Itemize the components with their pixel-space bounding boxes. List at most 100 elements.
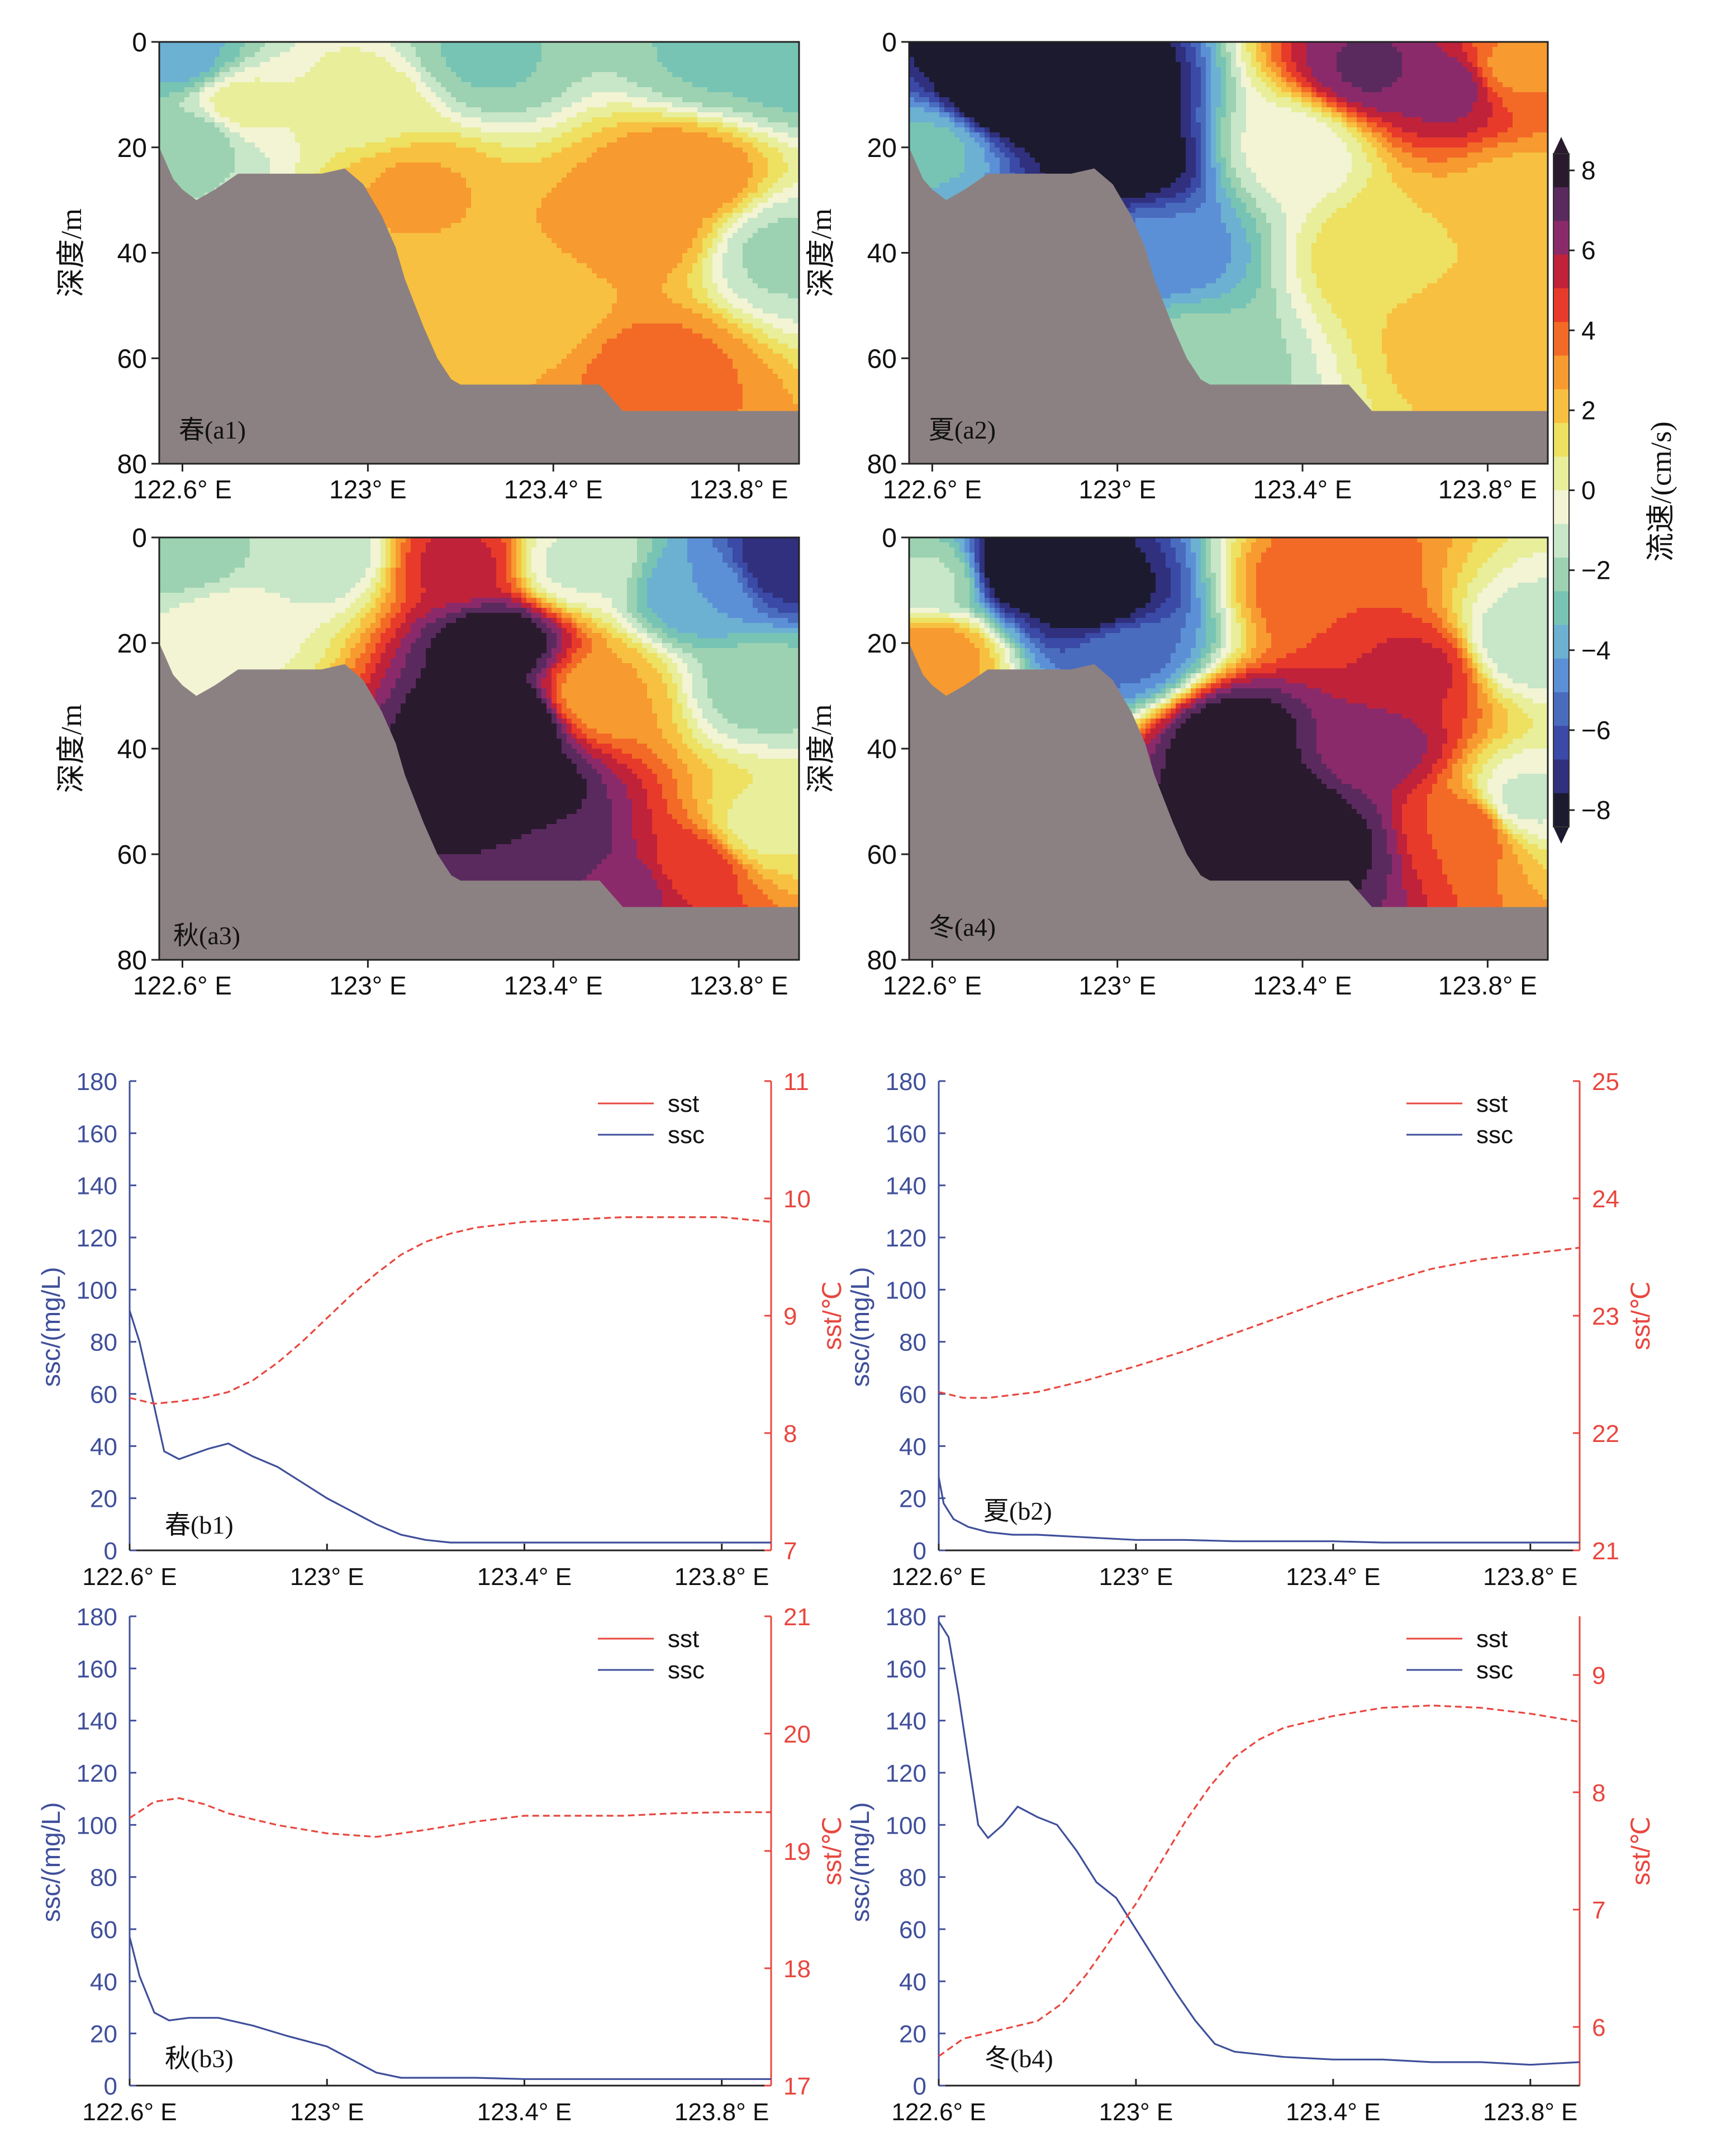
y-tick-label: 100 bbox=[886, 1812, 926, 1839]
y-tick-label: 0 bbox=[104, 1538, 117, 1565]
y2-tick-label: 18 bbox=[783, 1955, 811, 1983]
x-tick-label: 123° E bbox=[1078, 475, 1156, 504]
y-tick-label: 140 bbox=[886, 1708, 926, 1735]
y-tick-label: 60 bbox=[867, 344, 897, 374]
colorbar-bin bbox=[1553, 726, 1569, 760]
y-tick-label: 80 bbox=[117, 450, 147, 479]
panel-label: 夏(b2) bbox=[983, 1497, 1052, 1525]
y2-axis-label: sst/℃ bbox=[817, 1281, 847, 1350]
y-tick-label: 0 bbox=[104, 2073, 117, 2100]
x-tick-label: 123.4° E bbox=[1253, 475, 1352, 504]
x-tick-label: 123.4° E bbox=[504, 475, 603, 504]
colorbar-bin bbox=[1553, 591, 1569, 626]
y2-tick-label: 23 bbox=[1592, 1303, 1619, 1330]
panel-label: 秋(a3) bbox=[173, 921, 240, 950]
y-tick-label: 80 bbox=[899, 1864, 926, 1892]
y-tick-label: 20 bbox=[867, 629, 897, 659]
y-tick-label: 120 bbox=[886, 1225, 926, 1252]
y-tick-label: 60 bbox=[90, 1381, 117, 1408]
seabed-a3 bbox=[159, 643, 799, 960]
x-tick-label: 123.8° E bbox=[674, 2098, 769, 2126]
y-tick-label: 40 bbox=[867, 239, 897, 269]
y2-axis-label: sst/℃ bbox=[817, 1816, 847, 1885]
x-tick-label: 123° E bbox=[329, 971, 407, 1000]
y-tick-label: 40 bbox=[117, 239, 147, 269]
y2-tick-label: 9 bbox=[783, 1303, 797, 1330]
series-line-ssc bbox=[129, 1936, 771, 2080]
y-tick-label: 100 bbox=[886, 1277, 926, 1304]
colorbar-bin bbox=[1553, 288, 1569, 323]
x-tick-label: 122.6° E bbox=[133, 971, 232, 1000]
y-tick-label: 20 bbox=[90, 1486, 117, 1513]
colorbar-bin bbox=[1553, 558, 1569, 592]
y-tick-label: 20 bbox=[899, 1486, 926, 1513]
x-tick-label: 123° E bbox=[1099, 2098, 1173, 2126]
y-tick-label: 140 bbox=[886, 1173, 926, 1200]
x-tick-label: 123.4° E bbox=[477, 2098, 572, 2126]
colorbar-bin bbox=[1553, 625, 1569, 659]
seabed-a1 bbox=[159, 147, 799, 464]
colorbar-bin bbox=[1553, 322, 1569, 356]
legend-label-sst: sst bbox=[668, 1090, 699, 1117]
y2-tick-label: 10 bbox=[783, 1186, 811, 1213]
colorbar-tick-label: 6 bbox=[1581, 236, 1596, 265]
y2-tick-label: 6 bbox=[1592, 2014, 1605, 2041]
x-tick-label: 123° E bbox=[1078, 971, 1156, 1000]
y-tick-label: 140 bbox=[77, 1708, 117, 1735]
x-tick-label: 122.6° E bbox=[883, 971, 982, 1000]
panel-label: 夏(a2) bbox=[929, 416, 996, 444]
y-tick-label: 40 bbox=[90, 1968, 117, 1996]
series-line-ssc bbox=[129, 1310, 771, 1544]
panel-label: 冬(a4) bbox=[929, 913, 996, 941]
colorbar-tick-label: 8 bbox=[1581, 156, 1596, 185]
y2-tick-label: 20 bbox=[783, 1721, 811, 1748]
colorbar-tick-label: −8 bbox=[1581, 796, 1610, 825]
y2-tick-label: 25 bbox=[1592, 1068, 1619, 1096]
y2-tick-label: 7 bbox=[783, 1538, 797, 1565]
y-tick-label: 60 bbox=[867, 840, 897, 870]
x-tick-label: 123.4° E bbox=[504, 971, 603, 1000]
y-tick-label: 180 bbox=[886, 1603, 926, 1631]
y-tick-label: 20 bbox=[867, 134, 897, 163]
y-tick-label: 80 bbox=[90, 1329, 117, 1357]
colorbar-bin bbox=[1553, 523, 1569, 558]
y-tick-label: 60 bbox=[899, 1916, 926, 1944]
colorbar-bin bbox=[1553, 187, 1569, 222]
colorbar: 8 6 4 2 0 −2 −4 −6 −8 流速/(cm/s) bbox=[1553, 137, 1677, 844]
x-tick-label: 122.6° E bbox=[891, 1563, 986, 1591]
y-tick-label: 160 bbox=[77, 1120, 117, 1148]
panel-b3: 0 20 40 60 80 100 120 140 160 180 17 18 19 20 21 122.6°… bbox=[36, 1603, 847, 2126]
y-tick-label: 60 bbox=[899, 1381, 926, 1408]
y2-tick-label: 24 bbox=[1592, 1186, 1619, 1213]
x-tick-label: 122.6° E bbox=[82, 1563, 177, 1591]
y2-axis-label: sst/℃ bbox=[1626, 1816, 1655, 1885]
y-tick-label: 60 bbox=[117, 344, 147, 374]
y-tick-label: 100 bbox=[77, 1812, 117, 1839]
y-tick-label: 80 bbox=[867, 450, 897, 479]
y-axis-label: 深度/m bbox=[56, 705, 88, 793]
y-axis-label: ssc/(mg/L) bbox=[36, 1267, 65, 1387]
x-tick-label: 123° E bbox=[329, 475, 407, 504]
y-tick-label: 60 bbox=[117, 840, 147, 870]
panel-label: 冬(b4) bbox=[985, 2044, 1053, 2073]
y-tick-label: 60 bbox=[90, 1916, 117, 1944]
y2-tick-label: 8 bbox=[1592, 1779, 1605, 1807]
legend-label-ssc: ssc bbox=[668, 1121, 705, 1149]
colorbar-bin bbox=[1553, 355, 1569, 390]
y-tick-label: 140 bbox=[77, 1173, 117, 1200]
colorbar-tick-label: 4 bbox=[1581, 316, 1596, 345]
seabed-a4 bbox=[909, 643, 1548, 960]
y-tick-label: 160 bbox=[886, 1655, 926, 1683]
y-tick-label: 0 bbox=[913, 2073, 926, 2100]
colorbar-tick-label: 0 bbox=[1581, 476, 1596, 505]
panel-label: 春(a1) bbox=[179, 416, 246, 444]
y-tick-label: 0 bbox=[132, 523, 147, 553]
x-tick-label: 122.6° E bbox=[82, 2098, 177, 2126]
y-tick-label: 180 bbox=[77, 1068, 117, 1096]
y-tick-label: 40 bbox=[899, 1968, 926, 1996]
y2-tick-label: 22 bbox=[1592, 1420, 1619, 1448]
panel-label: 春(b1) bbox=[165, 1511, 234, 1539]
x-tick-label: 123.8° E bbox=[690, 475, 788, 504]
